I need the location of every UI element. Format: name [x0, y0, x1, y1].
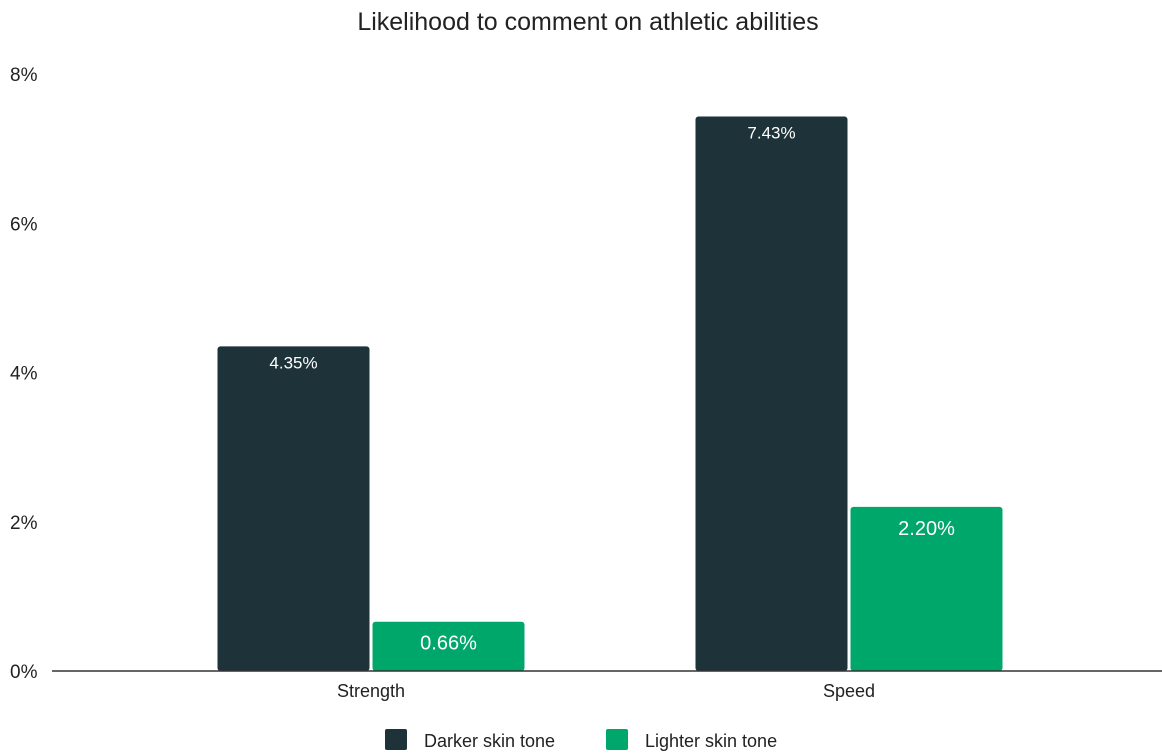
y-tick-label: 0% — [10, 662, 38, 683]
bar-darker-strength — [217, 346, 370, 671]
bar-data-label: 2.20% — [898, 518, 955, 540]
chart-title: Likelihood to comment on athletic abilit… — [357, 8, 818, 36]
bar-darker-speed — [695, 116, 848, 671]
y-axis-ticks: 0% 2% 4% 6% 8% — [10, 65, 38, 683]
legend-swatch — [606, 729, 628, 750]
bar-data-label: 7.43% — [747, 124, 795, 143]
legend-swatch — [385, 729, 407, 750]
legend-label: Darker skin tone — [424, 731, 555, 751]
y-tick-label: 8% — [10, 65, 38, 86]
y-tick-label: 2% — [10, 513, 38, 534]
x-tick-label: Strength — [337, 681, 405, 701]
y-tick-label: 6% — [10, 214, 38, 235]
bars — [217, 116, 1003, 671]
x-axis-ticks: Strength Speed — [337, 681, 875, 701]
bar-data-label: 0.66% — [420, 633, 477, 655]
legend: Darker skin tone Lighter skin tone — [385, 729, 777, 751]
x-tick-label: Speed — [823, 681, 875, 701]
bar-lighter-speed — [850, 506, 1003, 671]
bar-data-label: 4.35% — [269, 353, 317, 372]
bar-lighter-strength — [372, 621, 525, 671]
y-tick-label: 4% — [10, 364, 38, 385]
legend-label: Lighter skin tone — [645, 731, 777, 751]
bar-data-labels: 4.35% 0.66% 7.43% 2.20% — [269, 124, 955, 655]
